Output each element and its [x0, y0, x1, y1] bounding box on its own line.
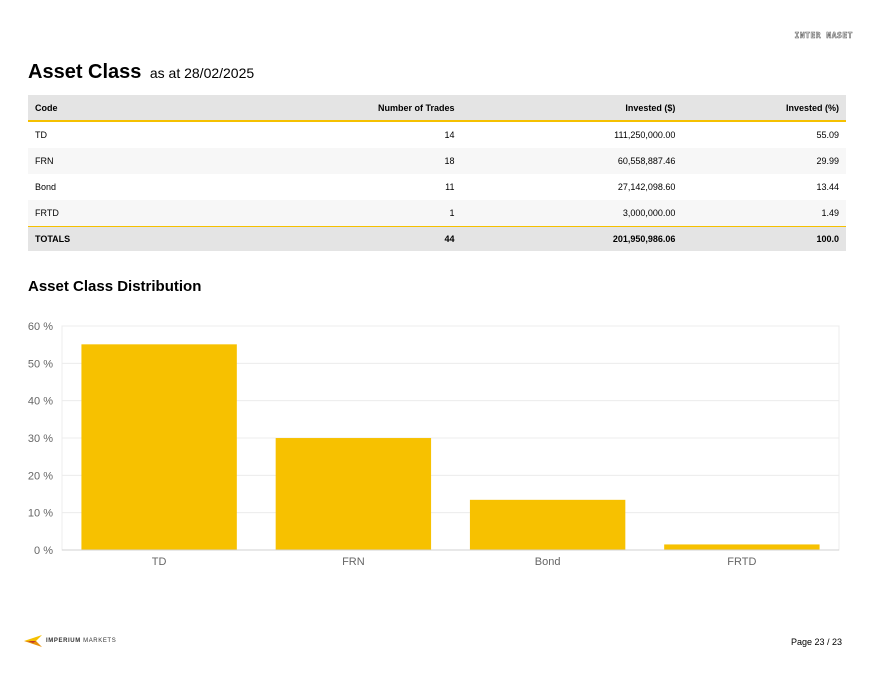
x-tick-label: Bond — [535, 556, 561, 568]
cell-number-of-trades: 1 — [355, 200, 462, 227]
x-tick-label: TD — [152, 556, 167, 568]
bar — [81, 344, 237, 550]
cell-invested-percent: 55.09 — [816, 130, 839, 140]
brand-name-light: MARKETS — [83, 638, 117, 644]
cell-invested-percent: 13.44 — [816, 182, 839, 192]
column-header-invested-dollars: Invested ($) — [461, 95, 683, 122]
page-title: Asset Class as at 28/02/2025 — [28, 61, 254, 84]
cell-number-of-trades: 18 — [355, 148, 462, 174]
y-tick-label: 50 % — [28, 358, 53, 370]
cell-code: TD — [35, 130, 47, 140]
table-totals-row: TOTALS 44 201,950,986.06 100.0 — [28, 226, 846, 251]
x-tick-label: FRTD — [727, 556, 756, 568]
y-tick-label: 20 % — [28, 470, 53, 482]
column-header-code: Code — [28, 95, 356, 122]
y-tick-label: 40 % — [28, 396, 53, 408]
y-tick-label: 0 % — [34, 545, 53, 557]
cell-invested-dollars: 60,558,887.46 — [461, 148, 683, 174]
cell-invested-dollars: 111,250,000.00 — [614, 130, 676, 140]
totals-invested-percent: 100.0 — [682, 226, 846, 251]
page-title-date: as at 28/02/2025 — [149, 65, 255, 81]
watermark: INTER NASET — [794, 31, 853, 41]
cell-invested-dollars: 3,000,000.00 — [461, 200, 683, 227]
table-header-row: Code Number of Trades Invested ($) Inves… — [28, 95, 846, 122]
imperium-markets-logo-icon — [24, 635, 42, 647]
cell-code: Bond — [35, 182, 57, 192]
y-tick-label: 30 % — [28, 433, 53, 445]
x-tick-label: FRN — [342, 556, 365, 568]
cell-code: FRTD — [28, 200, 356, 227]
y-tick-label: 10 % — [28, 508, 53, 520]
chart-title: Asset Class Distribution — [28, 278, 202, 295]
totals-label: TOTALS — [28, 226, 356, 251]
cell-invested-percent: 29.99 — [682, 148, 846, 174]
page-number: Page 23 / 23 — [790, 637, 842, 647]
column-header-number-of-trades: Number of Trades — [355, 95, 462, 122]
asset-class-table: Code Number of Trades Invested ($) Inves… — [28, 95, 846, 251]
totals-invested-dollars: 201,950,986.06 — [461, 226, 683, 251]
bar — [664, 544, 820, 550]
footer-logo: IMPERIUM MARKETS — [24, 635, 116, 647]
cell-number-of-trades: 14 — [444, 130, 455, 140]
table-row: Bond 11 27,142,098.60 13.44 — [28, 174, 846, 200]
bar — [469, 499, 626, 550]
table-row: FRTD 1 3,000,000.00 1.49 — [28, 200, 846, 227]
y-tick-label: 60 % — [28, 321, 53, 333]
column-header-invested-percent: Invested (%) — [682, 95, 846, 122]
cell-code: FRN — [28, 148, 356, 174]
table-row: FRN 18 60,558,887.46 29.99 — [28, 148, 846, 174]
totals-number-of-trades: 44 — [355, 226, 462, 251]
cell-invested-percent: 1.49 — [682, 200, 846, 227]
brand-name: IMPERIUM MARKETS — [46, 638, 116, 644]
cell-invested-dollars: 27,142,098.60 — [617, 182, 676, 192]
table-row: TD 14 111,250,000.00 55.09 — [28, 121, 846, 148]
bar — [275, 438, 432, 550]
page-title-main: Asset Class — [28, 61, 142, 83]
brand-name-bold: IMPERIUM — [46, 638, 81, 644]
cell-number-of-trades: 11 — [445, 182, 455, 192]
